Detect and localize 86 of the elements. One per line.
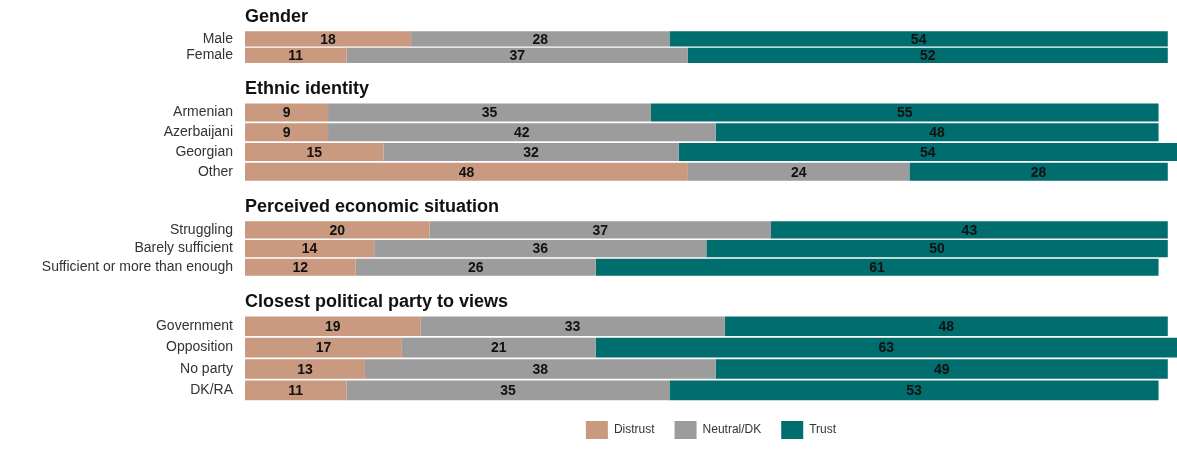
data-label: 48 (938, 318, 955, 335)
bar (245, 142, 384, 162)
data-label: 24 (790, 163, 807, 180)
y-tick-label: Armenian (173, 103, 233, 120)
bar (687, 47, 1168, 63)
bar (346, 47, 688, 63)
y-tick-label: Sufficient or more than enough (41, 258, 233, 275)
bar (245, 380, 347, 401)
y-tick-label: Georgian (175, 142, 233, 159)
bar (595, 337, 1177, 358)
y-tick-label: Struggling (169, 220, 233, 237)
bar (245, 47, 347, 63)
data-label: 42 (514, 124, 530, 141)
chart-title: Ethnic identity (245, 77, 370, 98)
data-label: 52 (920, 47, 936, 64)
data-label: 19 (324, 318, 341, 335)
y-tick-label: DK/RA (190, 381, 234, 398)
bar (420, 316, 725, 337)
data-label: 32 (523, 143, 540, 160)
data-label: 37 (592, 221, 609, 238)
data-label: 48 (929, 124, 946, 141)
y-tick-label: Other (197, 162, 234, 179)
data-label: 9 (282, 104, 291, 121)
data-label: 14 (301, 240, 318, 257)
data-label: 35 (500, 382, 516, 399)
data-label: 54 (910, 30, 927, 47)
data-label: 49 (933, 360, 950, 377)
data-label: 55 (896, 104, 913, 121)
data-label: 38 (532, 360, 549, 377)
data-label: 48 (458, 163, 475, 180)
bar (669, 380, 1159, 401)
bar (669, 31, 1168, 47)
data-label: 20 (329, 221, 346, 238)
data-label: 50 (929, 240, 946, 257)
bar (355, 258, 596, 276)
data-label: 17 (315, 339, 332, 356)
data-label: 28 (532, 30, 549, 47)
legend-label: Trust (809, 422, 837, 437)
data-label: 61 (869, 259, 886, 276)
chart-title: Closest political party to views (245, 290, 509, 311)
data-label: 15 (306, 143, 323, 160)
bar (678, 142, 1177, 162)
data-label: 35 (481, 104, 498, 121)
bar (245, 337, 402, 358)
bar (383, 142, 679, 162)
data-label: 12 (292, 259, 309, 276)
y-tick-label: Female (186, 46, 234, 63)
y-tick-label: Barely sufficient (134, 239, 234, 256)
bar (245, 31, 412, 47)
data-label: 37 (509, 47, 526, 64)
y-tick-label: Male (202, 29, 234, 46)
chart-title: Perceived economic situation (245, 195, 500, 216)
y-tick-label: Opposition (166, 338, 233, 355)
bar (724, 316, 1168, 337)
bar (245, 316, 421, 337)
y-tick-label: No party (180, 359, 233, 376)
y-tick-label: Government (155, 317, 234, 334)
bar (687, 162, 910, 181)
data-label: 26 (467, 259, 484, 276)
data-label: 28 (1030, 163, 1047, 180)
bar (401, 337, 596, 358)
bar (909, 162, 1168, 181)
data-label: 33 (564, 318, 581, 335)
bar (245, 258, 356, 276)
data-label: 54 (920, 143, 936, 160)
y-tick-label: Azerbaijani (163, 123, 233, 140)
legend-label: Neutral/DK (702, 422, 762, 437)
data-label: 18 (320, 30, 337, 47)
bar (715, 359, 1168, 379)
bar (245, 359, 365, 379)
chart-title: Gender (245, 5, 309, 26)
data-label: 13 (297, 360, 313, 377)
bar (245, 162, 688, 181)
data-label: 21 (490, 339, 507, 356)
data-label: 63 (878, 339, 895, 356)
data-label: 53 (906, 382, 923, 399)
data-label: 11 (288, 47, 304, 64)
data-label: 9 (282, 124, 291, 141)
bar (411, 31, 670, 47)
bar (595, 258, 1159, 276)
data-label: 11 (288, 382, 304, 399)
legend-label: Distrust (613, 422, 656, 437)
data-label: 36 (532, 240, 549, 257)
bar (364, 359, 716, 379)
data-label: 43 (961, 221, 978, 238)
bar (346, 380, 670, 401)
